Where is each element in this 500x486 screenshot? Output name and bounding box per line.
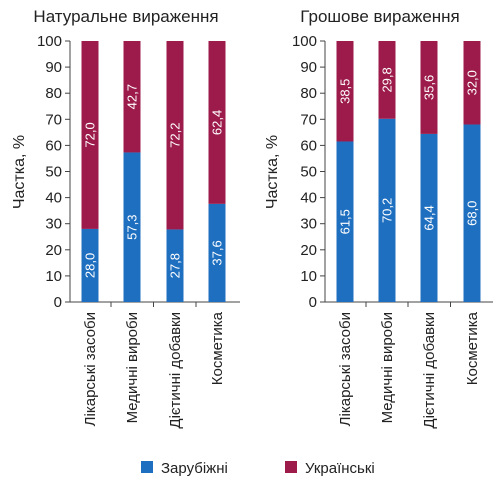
y-tick-label: 0 [309,294,317,311]
data-label: 70,2 [380,198,395,223]
data-label: 62,4 [210,110,225,135]
data-label: 61,5 [338,209,353,234]
data-label: 32,0 [465,70,480,95]
x-category-label: Косметика [464,311,481,385]
x-category-label: Медичні вироби [379,312,396,423]
y-axis-label: Частка, % [264,135,281,209]
y-tick-label: 80 [45,85,62,102]
legend-swatch [285,461,297,473]
y-tick-label: 70 [45,111,62,128]
bar-segment [463,41,481,125]
bar-segment [378,41,396,119]
y-tick-label: 80 [300,85,317,102]
data-label: 72,0 [83,122,98,147]
bar-segment [378,118,396,302]
data-label: 42,7 [125,84,140,109]
bar-segment [208,203,226,302]
y-tick-label: 30 [45,216,62,233]
data-label: 38,5 [338,79,353,104]
data-label: 29,8 [380,67,395,92]
data-label: 37,6 [210,240,225,265]
y-tick-label: 20 [300,242,317,259]
chart-title: Грошове вираження [300,7,460,26]
y-tick-label: 90 [45,59,62,76]
y-tick-label: 10 [45,268,62,285]
data-label: 68,0 [465,201,480,226]
data-label: 27,8 [168,253,183,278]
bar-segment [420,133,438,302]
x-category-label: Косметика [209,311,226,385]
y-tick-label: 90 [300,59,317,76]
bar-segment [336,41,354,142]
y-tick-label: 10 [300,268,317,285]
bar-segment [123,152,141,302]
bar-segment [208,41,226,204]
legend-label: Зарубіжні [161,460,228,477]
x-category-label: Медичні вироби [124,312,141,423]
x-category-label: Дієтичні добавки [421,312,438,429]
y-tick-label: 50 [45,164,62,181]
bar-segment [463,124,481,303]
legend-swatch [141,461,153,473]
chart-title: Натуральне вираження [33,7,218,26]
y-tick-label: 50 [300,164,317,181]
bar-segment [166,229,184,302]
bar-segment [81,228,99,302]
y-tick-label: 0 [54,294,62,311]
x-category-label: Дієтичні добавки [167,312,184,429]
data-label: 35,6 [422,75,437,100]
y-tick-label: 40 [300,190,317,207]
bar-segment [166,41,184,230]
bar-segment [420,41,438,134]
data-label: 57,3 [125,215,140,240]
bar-segment [336,141,354,302]
y-tick-label: 100 [292,33,317,50]
y-tick-label: 70 [300,111,317,128]
bar-segment [81,41,99,229]
bar-segment [123,41,141,153]
y-axis-label: Частка, % [11,135,28,209]
x-category-label: Лікарські засоби [337,312,354,426]
y-tick-label: 60 [45,137,62,154]
x-category-label: Лікарські засоби [82,312,99,426]
y-tick-label: 20 [45,242,62,259]
data-label: 72,2 [168,123,183,148]
y-tick-label: 100 [37,33,62,50]
data-label: 64,4 [422,205,437,230]
y-tick-label: 40 [45,190,62,207]
data-label: 28,0 [83,253,98,278]
y-tick-label: 60 [300,137,317,154]
legend-label: Українські [305,460,375,477]
y-tick-label: 30 [300,216,317,233]
